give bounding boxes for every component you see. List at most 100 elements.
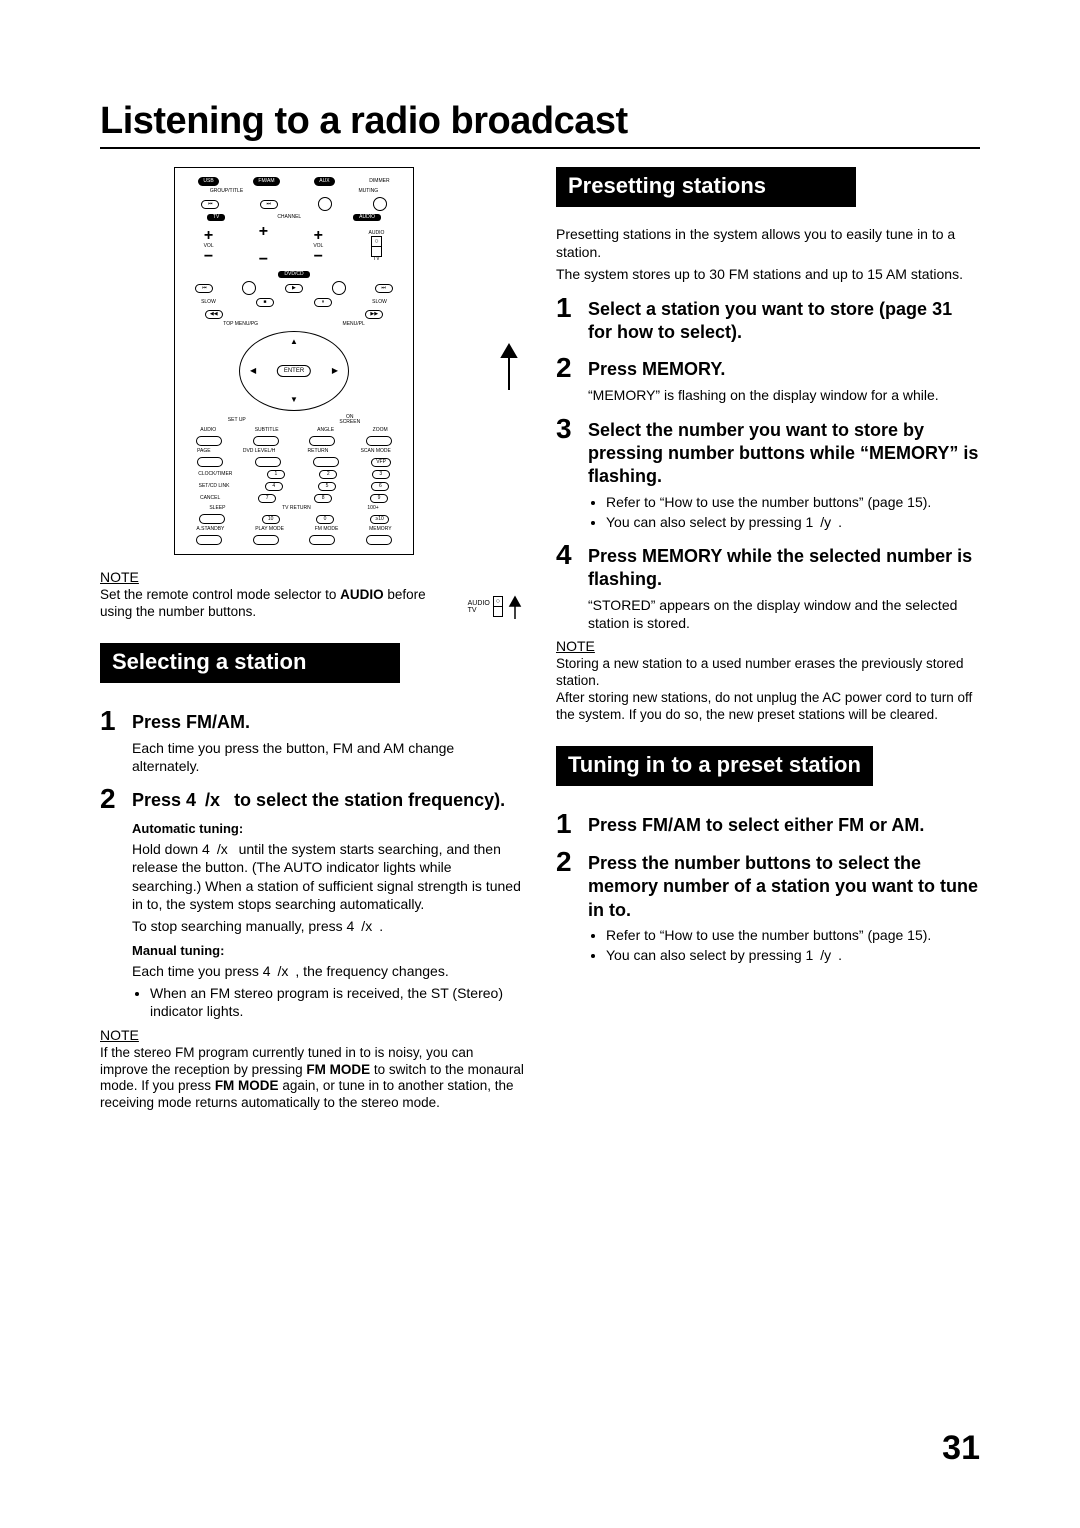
remote-lbl-page: PAGE	[197, 449, 211, 454]
remote-lbl-zoom: ZOOM	[373, 428, 388, 433]
step-2: 2 Press MEMORY.	[556, 354, 980, 382]
remote-dpad: ▲▼ ◀▶ ENTER	[239, 331, 349, 411]
bullet-list: Refer to “How to use the number buttons”…	[588, 493, 980, 531]
bullet-item: You can also select by pressing 1 /y .	[606, 513, 980, 531]
step-4: 4 Press MEMORY while the selected number…	[556, 541, 980, 592]
step-number: 2	[556, 354, 588, 382]
plus-icon: +	[204, 228, 214, 244]
remote-num-4: 4	[265, 482, 283, 491]
remote-dot	[332, 281, 346, 295]
remote-lbl-setup: SET UP	[228, 418, 246, 423]
step-head: Select a station you want to store (page…	[588, 294, 980, 345]
switch-lbl-tv: TV	[468, 607, 490, 614]
minus-icon: −	[313, 249, 323, 265]
remote-btn-stop: ■	[256, 298, 274, 307]
step-head: Select the number you want to store by p…	[588, 415, 980, 489]
note-text: Storing a new station to a used number e…	[556, 656, 980, 724]
remote-lbl-angle: ANGLE	[317, 428, 334, 433]
step-body: To stop searching manually, press 4 /x .	[132, 917, 524, 935]
minus-icon: −	[259, 252, 268, 268]
remote-lbl-astandby: A.STANDBY	[196, 527, 224, 532]
step-head: Press the number buttons to select the m…	[588, 848, 980, 922]
subhead-auto: Automatic tuning:	[132, 821, 524, 836]
remote-num-2: 2	[319, 470, 337, 479]
remote-lbl-clock: CLOCK/TIMER	[198, 472, 232, 477]
remote-num-5: 5	[318, 482, 336, 491]
remote-num-6: 6	[371, 482, 389, 491]
remote-enter: ENTER	[277, 365, 311, 377]
step-2: 2 Press the number buttons to select the…	[556, 848, 980, 922]
remote-num-10: 10	[262, 515, 280, 524]
step-1: 1 Select a station you want to store (pa…	[556, 294, 980, 345]
plus-icon: +	[259, 224, 268, 240]
step-1: 1 Press FM/AM to select either FM or AM.	[556, 810, 980, 838]
remote-lbl-audio2: AUDIO	[200, 428, 216, 433]
remote-num-0: 0	[316, 515, 334, 524]
note-text: If the stereo FM program currently tuned…	[100, 1045, 524, 1113]
intro-text: Presetting stations in the system allows…	[556, 225, 980, 261]
step-number: 2	[100, 785, 132, 813]
remote-lbl-muting: MUTING	[358, 189, 378, 194]
remote-lbl-menu: MENU/PL	[343, 322, 365, 327]
two-column-layout: USB FM/AM AUX DIMMER GROUP/TITLE MUTING …	[100, 167, 980, 1112]
remote-switch: ○	[371, 236, 381, 257]
remote-lbl-onscreen: ON SCREEN	[339, 415, 360, 425]
page-number: 31	[942, 1429, 980, 1468]
remote-lbl-100plus: 100+	[367, 506, 378, 511]
step-head: Press FM/AM.	[132, 707, 250, 734]
step-3: 3 Select the number you want to store by…	[556, 415, 980, 489]
remote-dot	[242, 281, 256, 295]
remote-vfp: VFP	[371, 458, 391, 467]
note-text: Set the remote control mode selector to …	[100, 587, 460, 621]
remote-btn-play: ▶	[285, 284, 303, 293]
bullet-item: Refer to “How to use the number buttons”…	[606, 926, 980, 944]
page-title: Listening to a radio broadcast	[100, 100, 980, 143]
bullet-item: When an FM stereo program is received, t…	[150, 984, 524, 1020]
remote-btn-usb: USB	[198, 177, 218, 186]
remote-lbl-sleep: SLEEP	[209, 506, 225, 511]
remote-lbl-playmode: PLAY MODE	[255, 527, 284, 532]
step-body: Each time you press the button, FM and A…	[132, 739, 524, 775]
step-head: Press 4 /x to select the station frequen…	[132, 785, 505, 812]
step-body: “STORED” appears on the display window a…	[588, 596, 980, 632]
remote-lbl-tv: TV	[369, 257, 385, 262]
remote-lbl-subtitle: SUBTITLE	[255, 428, 279, 433]
mode-switch-icon: ○	[493, 596, 503, 617]
step-2: 2 Press 4 /x to select the station frequ…	[100, 785, 524, 813]
remote-lbl-dimmer: DIMMER	[369, 179, 389, 184]
remote-lbl-setcd: SET/CD LINK	[199, 484, 230, 489]
title-rule	[100, 147, 980, 149]
remote-lbl-channel: CHANNEL	[277, 215, 301, 220]
minus-icon: −	[204, 249, 214, 265]
subhead-manual: Manual tuning:	[132, 943, 524, 958]
step-body: “MEMORY” is flashing on the display wind…	[588, 386, 980, 404]
remote-btn-slowff: ▶▶	[365, 310, 383, 319]
remote-lbl-slow1: SLOW	[201, 300, 216, 305]
remote-num-1: 1	[267, 470, 285, 479]
step-number: 1	[556, 810, 588, 838]
bullet-list: When an FM stereo program is received, t…	[132, 984, 524, 1020]
bullet-item: Refer to “How to use the number buttons”…	[606, 493, 980, 511]
section-header-selecting: Selecting a station	[100, 643, 400, 683]
right-column: Presetting stations Presetting stations …	[556, 167, 980, 1112]
remote-dvdcd-bar: DVD/CD	[278, 271, 309, 278]
remote-num-3: 3	[372, 470, 390, 479]
remote-num-9: 9	[370, 494, 388, 503]
left-column: USB FM/AM AUX DIMMER GROUP/TITLE MUTING …	[100, 167, 524, 1112]
intro-text: The system stores up to 30 FM stations a…	[556, 265, 980, 283]
remote-num-gte10: ≥10	[370, 515, 388, 524]
remote-num-8: 8	[314, 494, 332, 503]
remote-btn-ff: ⏭	[375, 284, 393, 293]
note-label: NOTE	[100, 1027, 524, 1043]
remote-illustration: USB FM/AM AUX DIMMER GROUP/TITLE MUTING …	[174, 167, 414, 555]
bullet-list: Refer to “How to use the number buttons”…	[588, 926, 980, 964]
remote-btn-round2	[373, 197, 387, 211]
remote-lbl-cancel: CANCEL	[200, 496, 220, 501]
remote-lbl-group: GROUP/TITLE	[210, 189, 243, 194]
step-head: Press FM/AM to select either FM or AM.	[588, 810, 924, 837]
arrow-up-icon	[494, 335, 524, 395]
remote-btn-pause: ⏸	[314, 298, 332, 307]
arrow-up-icon	[506, 593, 524, 621]
remote-btn-prev: ⏮	[201, 200, 219, 209]
step-number: 1	[556, 294, 588, 322]
